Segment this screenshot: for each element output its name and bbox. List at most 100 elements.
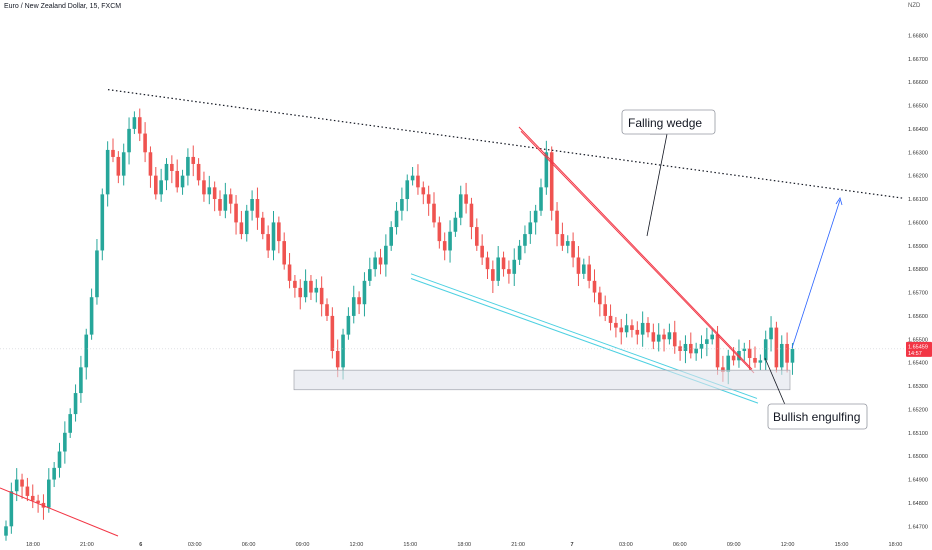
candle [742,342,747,361]
price-tick-label: 1.65900 [908,244,928,250]
candle [41,494,46,520]
price-tick-label: 1.64800 [908,501,928,507]
candle [410,166,415,186]
candle [491,260,495,294]
candle-body [630,325,634,330]
candle [357,291,361,315]
candle-body [143,133,147,153]
drawings-layer [0,89,906,537]
candle-body [357,297,361,305]
candle-body [416,175,420,188]
price-tick-label: 1.66600 [908,80,928,86]
candle [432,192,436,228]
candle [25,477,30,502]
candle-body [491,269,495,281]
candle-body [726,355,731,373]
price-tick-label: 1.66800 [908,33,928,39]
candle-body [544,152,549,188]
candle-body [640,322,645,335]
candle [143,122,147,163]
candle-body [36,500,40,503]
candle [747,339,752,371]
candle-body [592,280,597,293]
price-tick-label: 1.65500 [908,337,928,343]
candle-body [721,367,725,373]
candle-body [389,227,393,246]
candle-body [148,152,153,176]
candle-body [105,149,110,195]
candle [464,182,468,214]
candle [571,232,575,268]
candle-body [218,199,222,211]
candle-body [191,156,196,164]
chart-title: Euro / New Zealand Dollar, 15, FXCM [4,3,122,10]
candle [384,234,388,277]
candle [20,473,24,499]
candle [624,313,629,338]
projection-arrow-head [835,197,843,206]
candle [298,279,303,310]
candle [635,321,640,345]
candle [539,178,543,216]
candle [656,323,661,352]
candle [250,190,254,221]
candle [565,235,570,254]
candle [694,342,698,361]
candle-body [614,322,618,328]
candle-body [373,257,377,270]
candle [186,148,190,186]
candle [689,332,693,359]
time-tick-label: 09:00 [727,542,741,548]
candle [790,343,795,375]
candle-body [394,210,399,228]
candle-body [710,334,714,340]
candle [223,182,228,219]
candle [282,232,286,270]
candle-body [699,343,704,349]
candle [560,222,565,251]
candle [753,346,757,368]
candle [426,185,431,216]
candle [672,320,677,354]
price-tick-label: 1.66300 [908,150,928,156]
candle [442,232,447,261]
candle-body [651,332,656,342]
price-tick-label: 1.66700 [908,57,928,63]
candle-body [30,495,35,501]
candle [170,155,174,184]
candle [309,275,313,301]
candle [576,246,581,286]
candle-body [587,264,591,281]
wedge-upper-line [518,126,753,370]
candle [400,187,404,221]
candle-body [57,451,62,468]
candle [9,482,14,534]
candle-body [127,128,131,153]
candle-body [469,203,474,228]
candle [293,275,297,298]
price-tick-label: 1.65400 [908,361,928,367]
candle-body [705,339,709,344]
price-tick-label: 1.65200 [908,407,928,413]
candle-body [175,170,179,188]
candle [699,335,704,359]
candle [52,462,56,488]
candle-body [400,199,404,211]
falling-wedge-pointer [646,133,668,237]
candle [582,258,586,279]
candle-body [496,257,500,281]
candle [346,307,351,340]
candle-body [549,152,554,211]
candle [212,181,217,212]
candle [437,216,442,249]
candle-body [774,327,779,368]
price-tick-label: 1.64700 [908,524,928,530]
candle-body [421,187,426,195]
candle [549,146,554,221]
candle [73,384,78,422]
candle-body [250,199,254,211]
candle-body [442,241,447,251]
candle-body [137,117,142,134]
candle-body [779,343,784,368]
